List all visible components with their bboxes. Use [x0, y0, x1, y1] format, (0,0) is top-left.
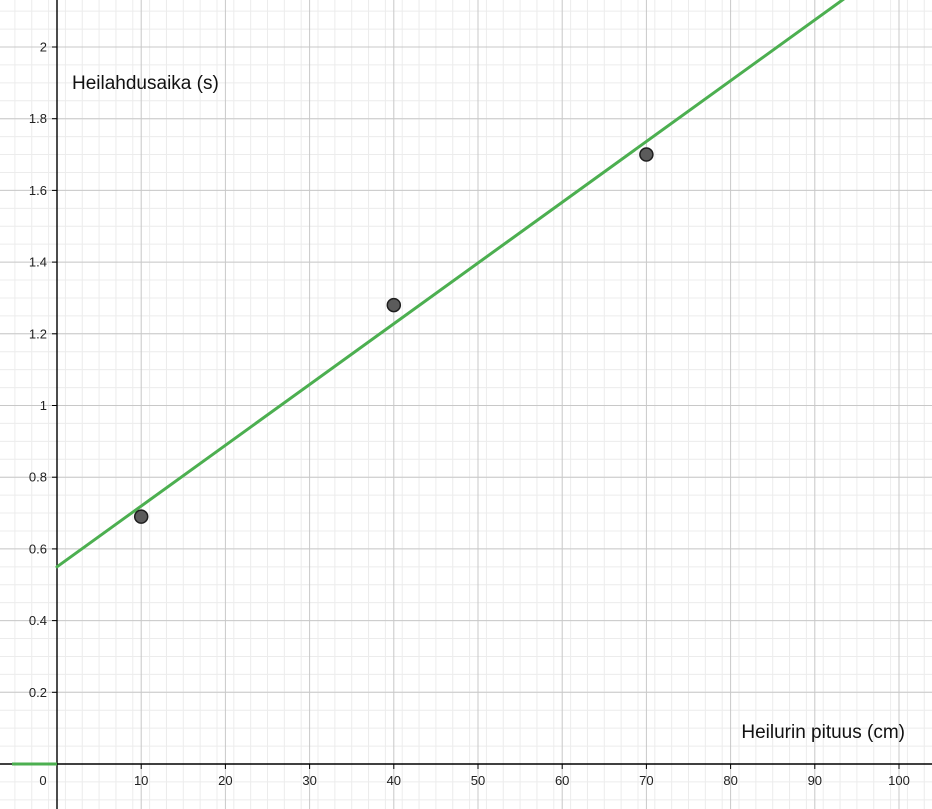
x-tick-label: 80: [723, 773, 737, 788]
trend-line-segment: [55, 0, 845, 569]
x-tick-label: 20: [218, 773, 232, 788]
trend-line: [12, 0, 845, 766]
data-points: [133, 147, 654, 524]
y-tick-label: 0.6: [29, 541, 47, 556]
y-tick-label: 1.6: [29, 183, 47, 198]
x-tick-label: 90: [808, 773, 822, 788]
x-tick-label: 70: [639, 773, 653, 788]
x-tick-label: 60: [555, 773, 569, 788]
x-tick-label: 100: [888, 773, 910, 788]
tick-labels: 0 10 20 30 40 50 60 70 80 90 100 0.2 0.4 0.6 0.8 1 1.2 1.…: [29, 40, 910, 789]
y-axis-label: Heilahdusaika (s): [72, 73, 219, 94]
x-tick-label: 50: [471, 773, 485, 788]
y-tick-label: 1.4: [29, 255, 47, 270]
y-tick-label: 2: [40, 40, 47, 55]
x-tick-label: 10: [134, 773, 148, 788]
x-tick-label: 30: [302, 773, 316, 788]
y-tick-label: 0.2: [29, 685, 47, 700]
data-point: [133, 509, 149, 524]
x-tick-label: 40: [387, 773, 401, 788]
y-tick-label: 1.8: [29, 111, 47, 126]
x-tick-label: 0: [39, 773, 46, 788]
y-tick-label: 1.2: [29, 326, 47, 341]
y-tick-label: 0.8: [29, 470, 47, 485]
data-point: [639, 147, 654, 162]
y-tick-label: 0.4: [29, 613, 47, 628]
x-axis-label: Heilurin pituus (cm): [741, 722, 905, 743]
y-tick-label: 1: [40, 398, 47, 413]
data-point: [386, 297, 402, 313]
